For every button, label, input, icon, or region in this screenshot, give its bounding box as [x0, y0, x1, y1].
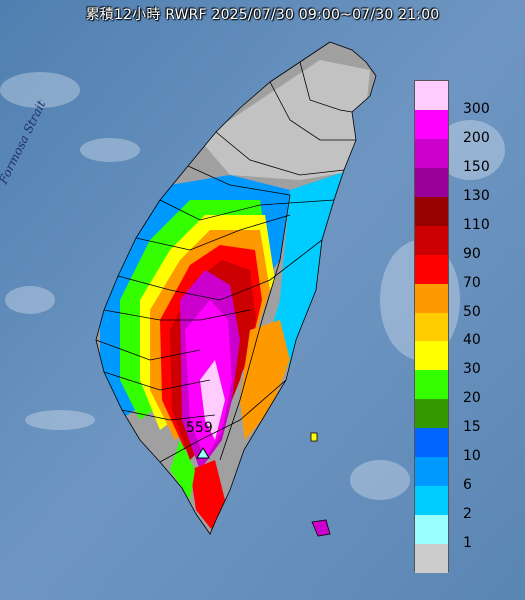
- legend-swatch: [415, 544, 448, 573]
- legend-swatch: [415, 428, 448, 458]
- legend-swatch: [415, 515, 448, 545]
- legend-swatch: [415, 312, 448, 342]
- legend-label: 6: [463, 477, 472, 494]
- legend-swatch: [415, 486, 448, 516]
- color-legend: 300 200 150 130 110 90 70 50 40 30 20 15 10 6 2 1: [414, 80, 514, 573]
- county-boundaries: [95, 41, 377, 535]
- legend-swatch: [415, 457, 448, 487]
- legend-swatch: [415, 283, 448, 313]
- legend-label: 10: [463, 448, 481, 465]
- legend-label: 1: [463, 535, 472, 552]
- legend-swatch: [415, 341, 448, 371]
- legend-swatch: [415, 196, 448, 226]
- peak-value: 559: [186, 420, 213, 436]
- legend-swatch: [415, 370, 448, 400]
- legend-swatch: [415, 167, 448, 197]
- legend-label: 40: [463, 332, 481, 349]
- legend-label: 130: [463, 187, 490, 204]
- legend-swatch: [415, 81, 448, 110]
- legend-swatch: [415, 254, 448, 284]
- legend-swatch: [415, 399, 448, 429]
- lanyu-island: [311, 519, 331, 537]
- legend-label: 90: [463, 245, 481, 262]
- legend-label: 200: [463, 129, 490, 146]
- legend-label: 30: [463, 361, 481, 378]
- legend-label: 70: [463, 274, 481, 291]
- legend-label: 300: [463, 100, 490, 117]
- triangle-marker-icon: [196, 447, 210, 459]
- legend-label: 50: [463, 303, 481, 320]
- green-island: [310, 432, 318, 442]
- map-title: 累積12小時 RWRF 2025/07/30 09:00~07/30 21:00: [85, 7, 440, 23]
- legend-label: 2: [463, 506, 472, 523]
- legend-label: 110: [463, 216, 490, 233]
- legend-swatch: [415, 225, 448, 255]
- legend-swatches: [414, 80, 449, 573]
- legend-swatch: [415, 109, 448, 139]
- legend-label: 150: [463, 158, 490, 175]
- legend-label: 20: [463, 390, 481, 407]
- legend-swatch: [415, 138, 448, 168]
- legend-label: 15: [463, 419, 481, 436]
